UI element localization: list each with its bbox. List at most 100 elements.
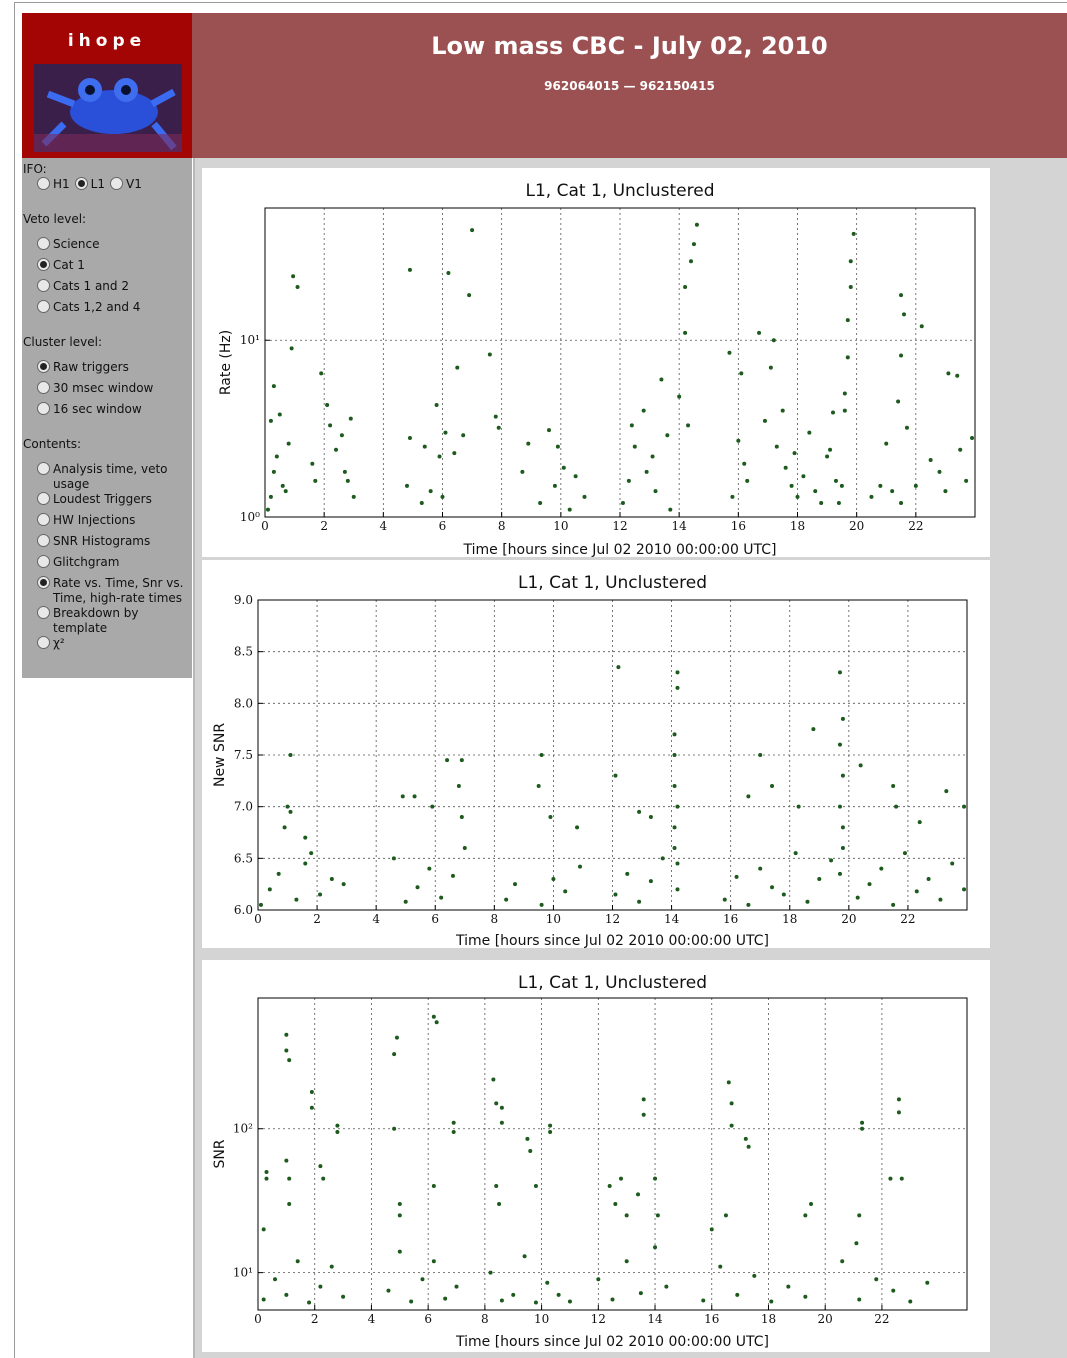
radio-option[interactable]: Cats 1 and 2 [36,279,189,300]
radio-button[interactable] [37,534,50,547]
point [289,346,294,351]
radio-option[interactable]: Cat 1 [36,258,189,279]
point [412,794,417,799]
x-tick-label: 12 [612,519,627,533]
radio-button[interactable] [37,606,50,619]
point [668,507,673,512]
radio-button[interactable] [110,177,123,190]
radio-button[interactable] [37,300,50,313]
radio-option[interactable]: Cats 1,2 and 4 [36,300,189,321]
point [392,1052,397,1057]
point [456,784,461,788]
x-tick-label: 20 [841,912,856,926]
radio-label[interactable]: Glitchgram [53,555,120,569]
radio-button[interactable] [37,360,50,373]
radio-option[interactable]: Glitchgram [36,555,189,576]
point [403,899,408,904]
point [683,330,688,335]
point [833,478,838,483]
radio-option[interactable]: Loudest Triggers [36,492,189,513]
radio-option[interactable]: H1 [36,177,74,198]
radio-label[interactable]: Cat 1 [53,258,85,272]
radio-button[interactable] [37,402,50,415]
brand-box: ihope [22,13,192,158]
point [857,1213,862,1218]
radio-label[interactable]: SNR Histograms [53,534,151,548]
radio-option[interactable]: HW Injections [36,513,189,534]
radio-option[interactable]: χ² [36,636,189,657]
radio-label[interactable]: Analysis time, veto usage [53,462,168,491]
radio-option[interactable]: Analysis time, veto usage [36,462,189,492]
point [913,483,918,488]
point [845,355,850,360]
point [858,763,863,768]
x-tick-label: 22 [874,1312,889,1326]
radio-button[interactable] [37,381,50,394]
radio-button[interactable] [37,636,50,649]
point [341,1294,346,1299]
radio-button[interactable] [37,555,50,568]
radio-button[interactable] [37,462,50,475]
y-tick-label: 8.0 [234,696,253,710]
point [722,897,727,902]
point [547,428,551,433]
radio-option[interactable]: SNR Histograms [36,534,189,555]
point [422,444,427,449]
point [771,338,776,343]
radio-button[interactable] [37,513,50,526]
radio-button[interactable] [74,177,88,190]
radio-label[interactable]: HW Injections [53,513,136,527]
radio-option[interactable]: L1 [74,177,109,198]
y-axis-label: SNR [212,1139,228,1168]
radio-label[interactable]: V1 [126,177,142,191]
radio-button[interactable] [37,492,50,505]
point [769,1299,774,1304]
radio-label[interactable]: Raw triggers [53,360,129,374]
radio-label[interactable]: Breakdown by template [53,606,139,635]
point [329,877,334,881]
radio-button[interactable] [37,258,50,271]
point [596,1277,601,1282]
radio-label[interactable]: H1 [53,177,70,191]
point [407,267,412,272]
point [454,1284,459,1289]
group-label: Veto level: [23,212,87,226]
radio-option[interactable]: 16 sec window [36,402,189,423]
radio-option[interactable]: Breakdown by template [36,606,189,636]
radio-option[interactable]: Rate vs. Time, Snr vs. Time, high-rate t… [36,576,189,606]
radio-label[interactable]: Loudest Triggers [53,492,152,506]
point [616,665,621,670]
x-tick-label: 6 [431,912,439,926]
radio-button[interactable] [37,576,50,589]
radio-label[interactable]: Cats 1 and 2 [53,279,129,293]
point [567,1299,572,1304]
radio-option[interactable]: 30 msec window [36,381,189,402]
radio-label[interactable]: 30 msec window [53,381,154,395]
point [573,474,578,479]
radio-option[interactable]: V1 [109,177,146,198]
point [655,1213,660,1218]
point [437,454,442,459]
radio-label[interactable]: Science [53,237,100,251]
radio-label[interactable]: Cats 1,2 and 4 [53,300,141,314]
point [431,1183,436,1188]
radio-option[interactable]: Science [36,237,189,258]
radio-label[interactable]: Rate vs. Time, Snr vs. Time, high-rate t… [53,576,184,605]
point [445,758,450,763]
point [854,1241,859,1246]
point [303,861,308,866]
radio-label[interactable]: L1 [90,177,105,191]
chart-panel [202,960,990,1352]
point [295,1259,300,1264]
point [789,483,794,488]
radio-button[interactable] [37,237,50,250]
point [836,501,841,506]
point [650,454,655,459]
radio-label[interactable]: χ² [53,636,65,650]
radio-button[interactable] [37,279,50,292]
radio-label[interactable]: 16 sec window [53,402,142,416]
radio-option[interactable]: Raw triggers [36,360,189,381]
point [268,494,273,499]
radio-button[interactable] [37,177,50,190]
chart-panel [202,560,990,948]
